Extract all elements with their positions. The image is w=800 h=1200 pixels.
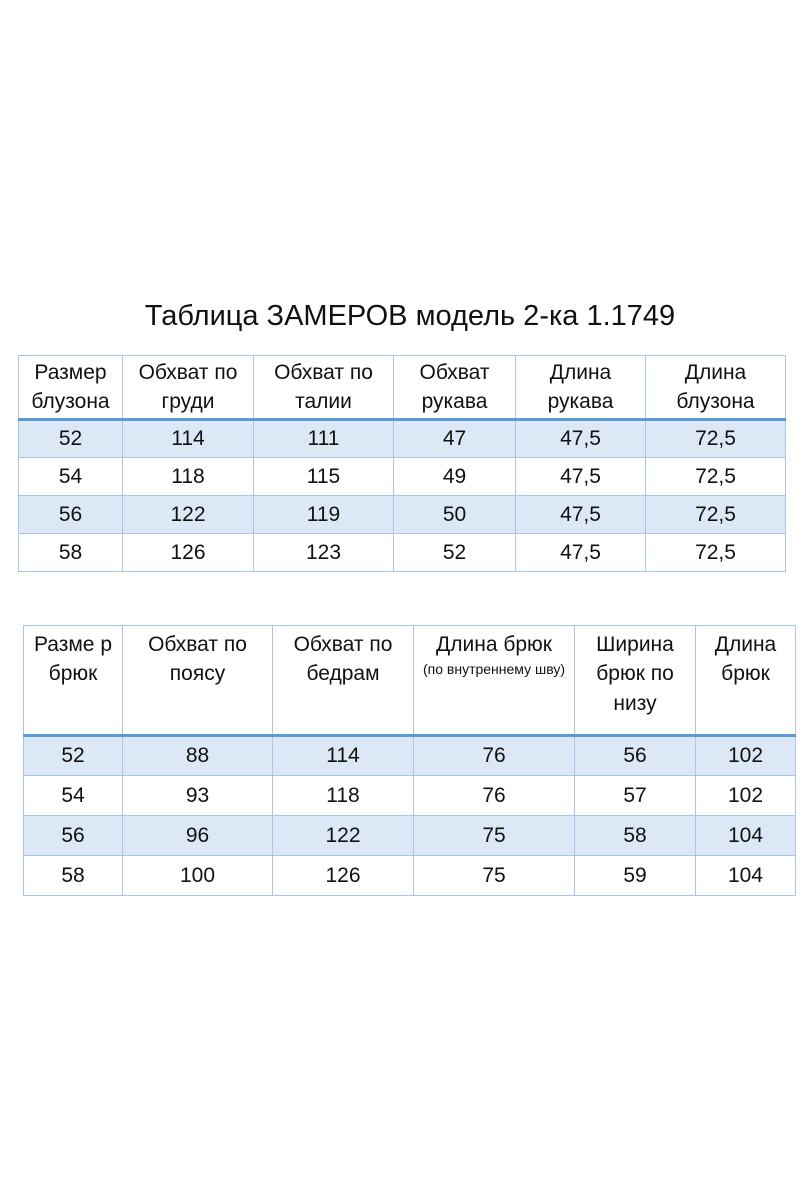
table-cell: 58 <box>23 855 123 896</box>
table-cell: 54 <box>23 775 123 816</box>
table-cell: 72,5 <box>645 419 786 458</box>
table-cell: 50 <box>393 495 516 534</box>
header-cell: Обхват рукава <box>393 355 516 420</box>
table-row: 58 126 123 52 47,5 72,5 <box>18 533 786 572</box>
table-cell: 72,5 <box>645 457 786 496</box>
table-cell: 114 <box>122 419 254 458</box>
header-cell: Обхват по поясу <box>122 625 273 736</box>
header-cell: Размер блузона <box>18 355 123 420</box>
table-row: 52 88 114 76 56 102 <box>23 735 796 776</box>
table-cell: 56 <box>23 815 123 856</box>
table-row: 54 93 118 76 57 102 <box>23 775 796 816</box>
table-cell: 126 <box>272 855 414 896</box>
table-cell: 119 <box>253 495 394 534</box>
table-cell: 72,5 <box>645 533 786 572</box>
header-cell: Обхват по талии <box>253 355 394 420</box>
table-row: 56 122 119 50 47,5 72,5 <box>18 495 786 534</box>
table-header-row: Разме р брюк Обхват по поясу Обхват по б… <box>23 625 796 736</box>
header-cell: Длина брюк <box>695 625 796 736</box>
header-cell: Обхват по груди <box>122 355 254 420</box>
table-cell: 123 <box>253 533 394 572</box>
table-cell: 58 <box>574 815 696 856</box>
table-cell: 115 <box>253 457 394 496</box>
header-cell: Длина брюк (по внутреннему шву) <box>413 625 575 736</box>
table-cell: 47,5 <box>515 419 646 458</box>
table-cell: 104 <box>695 815 796 856</box>
table-cell: 126 <box>122 533 254 572</box>
header-note: (по внутреннему шву) <box>422 661 566 678</box>
table-cell: 47 <box>393 419 516 458</box>
table-cell: 56 <box>574 735 696 776</box>
table-cell: 104 <box>695 855 796 896</box>
header-cell: Разме р брюк <box>23 625 123 736</box>
table-cell: 52 <box>393 533 516 572</box>
blouse-measurements-table: Размер блузона Обхват по груди Обхват по… <box>18 355 786 572</box>
table-cell: 52 <box>18 419 123 458</box>
table-cell: 56 <box>18 495 123 534</box>
table-cell: 102 <box>695 735 796 776</box>
table-cell: 57 <box>574 775 696 816</box>
table-cell: 102 <box>695 775 796 816</box>
header-cell: Ширина брюк по низу <box>574 625 696 736</box>
header-cell: Обхват по бедрам <box>272 625 414 736</box>
table-cell: 72,5 <box>645 495 786 534</box>
table-cell: 76 <box>413 775 575 816</box>
table-cell: 52 <box>23 735 123 776</box>
table-cell: 59 <box>574 855 696 896</box>
table-cell: 47,5 <box>515 533 646 572</box>
table-row: 54 118 115 49 47,5 72,5 <box>18 457 786 496</box>
table-cell: 75 <box>413 855 575 896</box>
table-cell: 118 <box>272 775 414 816</box>
table-row: 52 114 111 47 47,5 72,5 <box>18 419 786 458</box>
table-cell: 54 <box>18 457 123 496</box>
table-cell: 111 <box>253 419 394 458</box>
table-header-row: Размер блузона Обхват по груди Обхват по… <box>18 355 786 420</box>
table-cell: 49 <box>393 457 516 496</box>
table-cell: 96 <box>122 815 273 856</box>
header-label: Длина брюк <box>436 633 552 656</box>
table-cell: 118 <box>122 457 254 496</box>
trousers-measurements-table: Разме р брюк Обхват по поясу Обхват по б… <box>23 625 796 896</box>
table-cell: 76 <box>413 735 575 776</box>
table-cell: 88 <box>122 735 273 776</box>
table-cell: 100 <box>122 855 273 896</box>
table-cell: 75 <box>413 815 575 856</box>
table-cell: 122 <box>122 495 254 534</box>
table-cell: 114 <box>272 735 414 776</box>
table-row: 58 100 126 75 59 104 <box>23 855 796 896</box>
header-cell: Длина рукава <box>515 355 646 420</box>
table-row: 56 96 122 75 58 104 <box>23 815 796 856</box>
table-cell: 47,5 <box>515 457 646 496</box>
table-cell: 47,5 <box>515 495 646 534</box>
table-cell: 122 <box>272 815 414 856</box>
table-cell: 58 <box>18 533 123 572</box>
table-cell: 93 <box>122 775 273 816</box>
page-title: Таблица ЗАМЕРОВ модель 2-ка 1.1749 <box>144 300 676 332</box>
header-cell: Длина блузона <box>645 355 786 420</box>
